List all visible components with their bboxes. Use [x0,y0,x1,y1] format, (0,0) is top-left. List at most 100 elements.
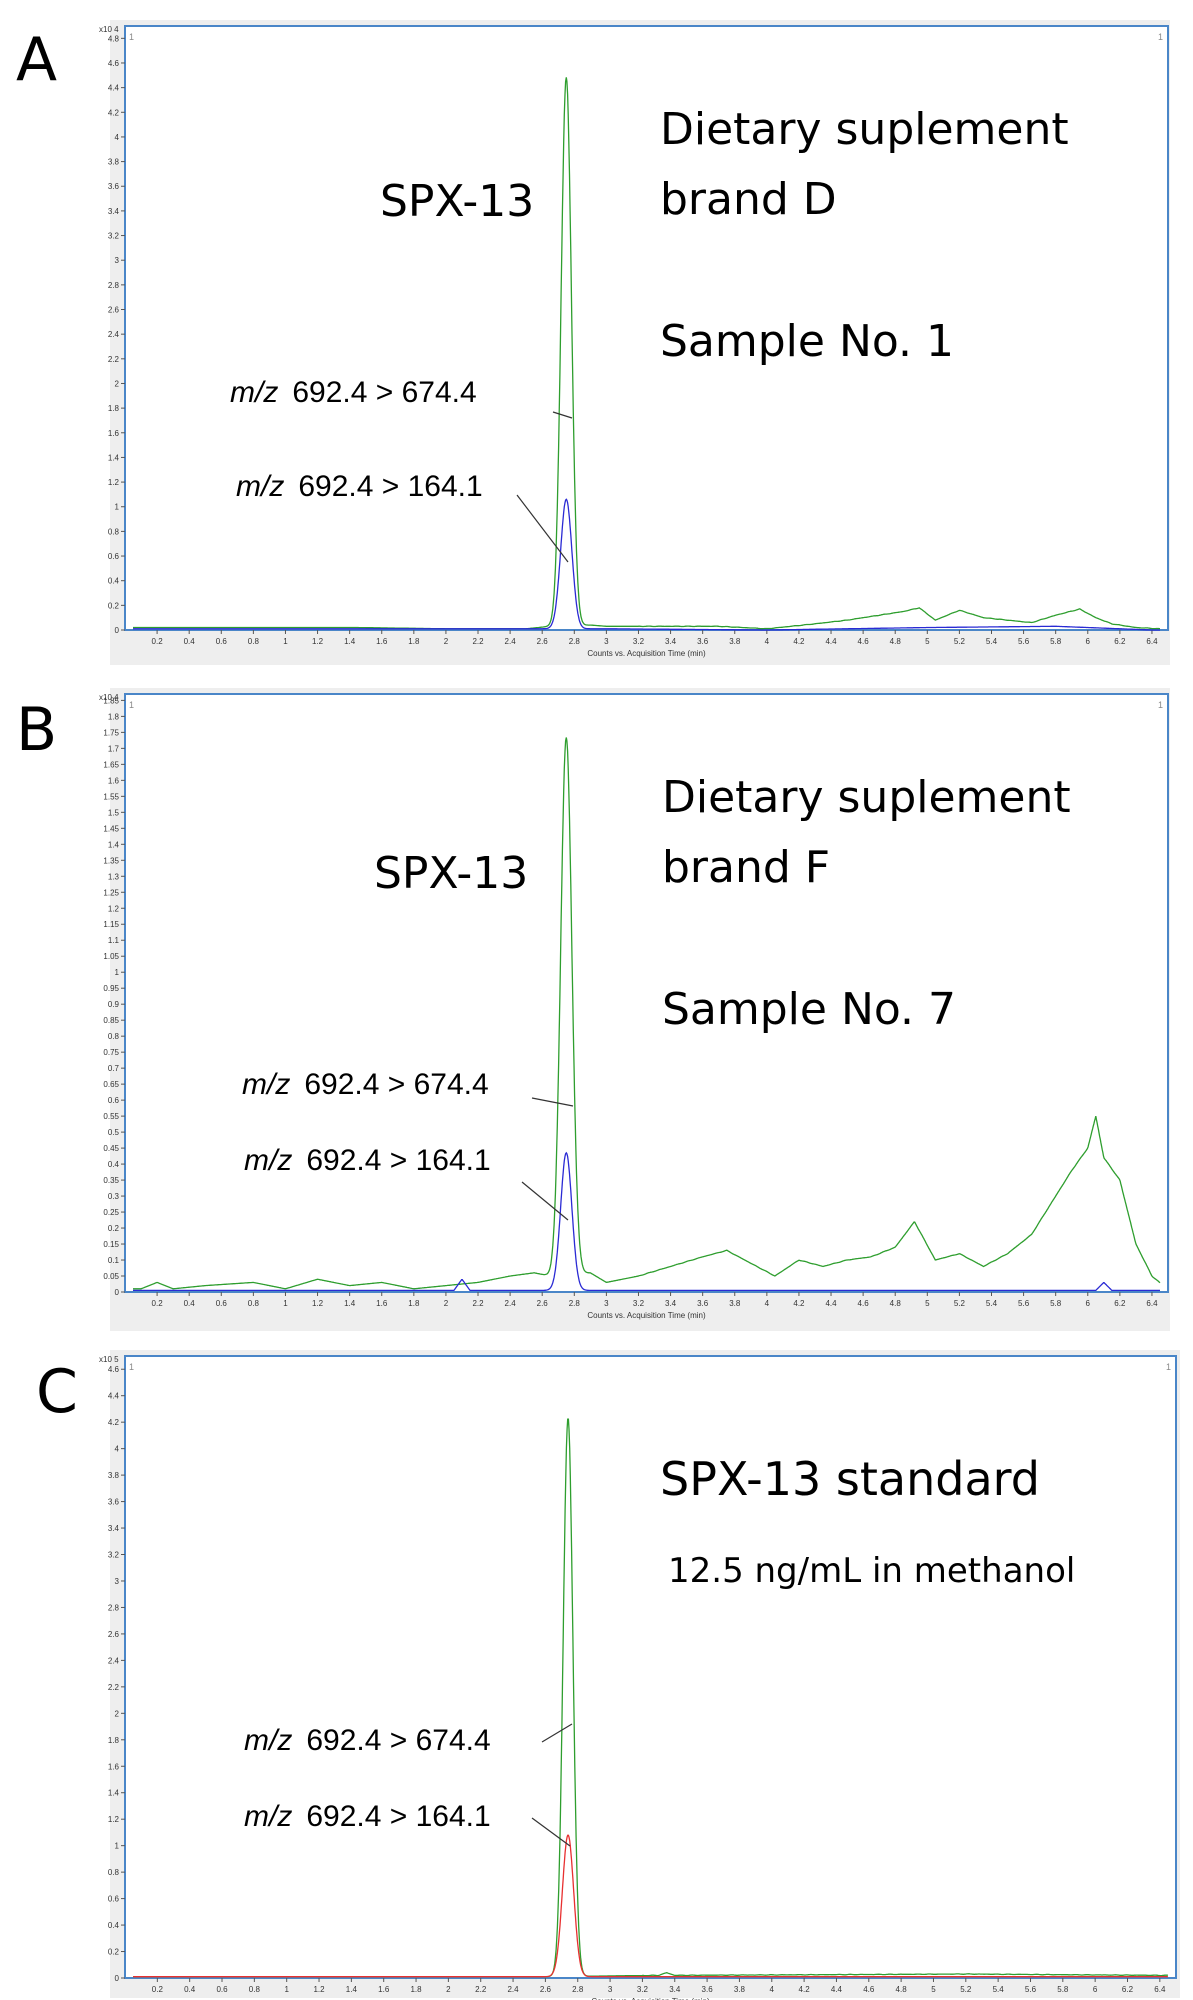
x-tick-label: 0.8 [248,637,260,646]
corner-mark-left: 1 [129,1362,134,1372]
y-tick-label: 1.5 [108,808,120,817]
x-tick-label: 6 [1086,637,1091,646]
y-tick-label: 2.8 [108,281,120,290]
trace-164-a [133,498,1160,631]
x-tick-label: 4.6 [858,637,870,646]
x-tick-label: 6.2 [1114,637,1126,646]
x-tick-label: 3 [604,1299,609,1308]
x-tick-label: 4 [770,1985,775,1994]
mz-italic: m/z [242,1068,291,1101]
x-tick-label: 2 [444,1299,449,1308]
y-tick-label: 1.05 [103,952,119,961]
leader-line-674-c [541,1723,573,1743]
y-tick-label: 0.9 [108,1000,120,1009]
x-tick-label: 4 [765,637,770,646]
x-tick-label: 2.6 [537,1299,549,1308]
y-tick-label: 0.2 [108,601,120,610]
x-tick-label: 5.8 [1050,637,1062,646]
panel-label-c: C [36,1357,78,1427]
y-tick-label: 4 [115,1445,120,1454]
x-tick-label: 4.2 [799,1985,811,1994]
x-tick-label: 1 [283,637,288,646]
y-tick-label: 0.25 [103,1208,119,1217]
y-tick-label: 3 [115,1577,120,1586]
x-tick-label: 3.4 [665,1299,677,1308]
y-tick-label: 0.5 [108,1128,120,1137]
leader-line-164-c [531,1817,571,1847]
y-tick-label: 1.15 [103,920,119,929]
trace-164-b [133,1151,1160,1292]
y-tick-label: 0.95 [103,984,119,993]
concentration-label-c: 12.5 ng/mL in methanol [668,1551,1076,1591]
y-tick-label: 1.2 [108,1815,120,1824]
x-tick-label: 2.4 [505,1299,517,1308]
corner-mark-right: 1 [1158,32,1163,42]
y-tick-label: 1.85 [103,696,119,705]
series-label-674-c: m/z 692.4 > 674.4 [244,1726,491,1756]
corner-mark-right: 1 [1158,700,1163,710]
y-tick-label: 0.8 [108,1868,120,1877]
x-tick-label: 0.8 [249,1985,261,1994]
x-tick-label: 0.2 [152,1985,164,1994]
y-tick-label: 4.6 [108,59,120,68]
y-tick-label: 0.4 [108,1160,120,1169]
y-tick-label: 1.45 [103,824,119,833]
x-tick-label: 5 [931,1985,936,1994]
y-tick-label: 3.8 [108,1471,120,1480]
x-tick-label: 0.8 [248,1299,260,1308]
x-tick-label: 4.4 [831,1985,843,1994]
x-tick-label: 6.4 [1154,1985,1166,1994]
x-tick-label: 5.6 [1025,1985,1037,1994]
x-tick-label: 3.8 [734,1985,746,1994]
x-tick-label: 5.2 [960,1985,972,1994]
y-tick-label: 4.6 [108,1365,120,1374]
x-tick-label: 2.8 [569,637,581,646]
x-tick-label: 2.6 [540,1985,552,1994]
y-tick-label: 1.4 [108,840,120,849]
y-tick-label: 0.65 [103,1080,119,1089]
x-tick-label: 1.4 [344,1299,356,1308]
x-tick-label: 5.8 [1050,1299,1062,1308]
x-tick-label: 1.6 [376,1299,388,1308]
y-tick-label: 0.6 [108,1096,120,1105]
x-tick-label: 1.8 [410,1985,422,1994]
x-tick-label: 3.4 [669,1985,681,1994]
x-tick-label: 1.6 [378,1985,390,1994]
y-tick-label: 2.2 [108,1683,120,1692]
y-tick-label: 3.2 [108,1551,120,1560]
y-tick-label: 0 [115,1974,120,1983]
trace-674-b [133,737,1161,1290]
y-tick-label: 1.2 [108,904,120,913]
x-tick-label: 0.4 [184,1985,196,1994]
x-tick-label: 2 [446,1985,451,1994]
y-tick-label: 4.8 [108,34,120,43]
x-tick-label: 1.2 [312,1299,324,1308]
y-tick-label: 0.6 [108,552,120,561]
x-tick-label: 4.6 [863,1985,875,1994]
x-tick-label: 3.4 [665,637,677,646]
y-exponent-label: x10 4 [99,693,119,702]
y-tick-label: 3.8 [108,158,120,167]
x-tick-label: 1.6 [376,637,388,646]
y-tick-label: 2.8 [108,1603,120,1612]
y-tick-label: 1.75 [103,728,119,737]
x-tick-label: 5.8 [1057,1985,1069,1994]
leader-line-164-a [516,494,569,563]
x-tick-label: 0.4 [184,1299,196,1308]
x-tick-label: 5.4 [986,1299,998,1308]
y-tick-label: 4 [115,133,120,142]
y-tick-label: 0.15 [103,1240,119,1249]
x-tick-label: 5 [925,637,930,646]
x-tick-label: 6 [1093,1985,1098,1994]
x-tick-label: 0.6 [216,1985,228,1994]
y-tick-label: 4.4 [108,1392,120,1401]
y-tick-label: 1 [115,1842,120,1851]
y-tick-label: 1.3 [108,872,120,881]
y-tick-label: 1.6 [108,776,120,785]
mz-italic: m/z [236,470,285,503]
y-tick-label: 3.4 [108,207,120,216]
y-exponent-label: x10 5 [99,1355,119,1364]
y-tick-label: 2 [115,379,120,388]
x-tick-label: 1 [283,1299,288,1308]
